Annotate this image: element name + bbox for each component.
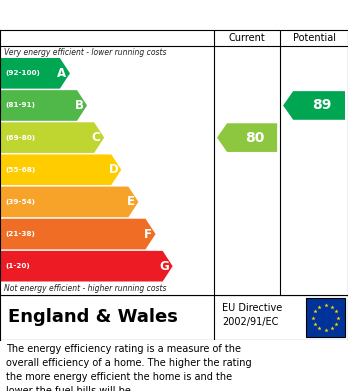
Text: (39-54): (39-54) (5, 199, 35, 205)
Polygon shape (0, 187, 139, 217)
Text: (81-91): (81-91) (5, 102, 35, 108)
FancyBboxPatch shape (306, 298, 345, 337)
Text: (1-20): (1-20) (5, 263, 30, 269)
Text: The energy efficiency rating is a measure of the
overall efficiency of a home. T: The energy efficiency rating is a measur… (6, 344, 252, 391)
Text: F: F (143, 228, 151, 240)
Text: Very energy efficient - lower running costs: Very energy efficient - lower running co… (4, 48, 166, 57)
Text: England & Wales: England & Wales (8, 308, 178, 326)
Text: Not energy efficient - higher running costs: Not energy efficient - higher running co… (4, 284, 166, 293)
Text: (55-68): (55-68) (5, 167, 35, 173)
Text: B: B (74, 99, 84, 112)
Text: A: A (57, 67, 66, 80)
Polygon shape (0, 90, 87, 121)
Text: Current: Current (229, 33, 266, 43)
Text: D: D (109, 163, 118, 176)
Polygon shape (0, 251, 173, 282)
Polygon shape (217, 123, 277, 152)
Text: (21-38): (21-38) (5, 231, 35, 237)
Text: G: G (160, 260, 169, 273)
Text: Energy Efficiency Rating: Energy Efficiency Rating (8, 7, 218, 23)
Text: (69-80): (69-80) (5, 135, 35, 141)
Text: C: C (92, 131, 101, 144)
Polygon shape (0, 58, 70, 89)
Polygon shape (283, 91, 345, 120)
Text: Potential: Potential (293, 33, 335, 43)
Text: E: E (126, 196, 134, 208)
Text: EU Directive
2002/91/EC: EU Directive 2002/91/EC (222, 303, 282, 327)
Text: 89: 89 (313, 99, 332, 113)
Text: (92-100): (92-100) (5, 70, 40, 76)
Polygon shape (0, 219, 156, 249)
Polygon shape (0, 122, 104, 153)
Text: 80: 80 (245, 131, 265, 145)
Polygon shape (0, 154, 121, 185)
